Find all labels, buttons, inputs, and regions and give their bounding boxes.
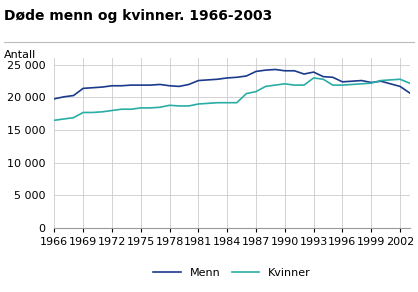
Menn	[196, 79, 201, 82]
Kvinner	[301, 83, 306, 87]
Menn	[301, 72, 306, 76]
Menn	[215, 77, 220, 81]
Menn	[110, 84, 115, 88]
Kvinner	[196, 102, 201, 106]
Menn	[234, 76, 239, 79]
Menn	[61, 95, 66, 99]
Menn	[148, 83, 153, 87]
Text: Døde menn og kvinner. 1966-2003: Døde menn og kvinner. 1966-2003	[4, 9, 273, 23]
Kvinner	[110, 109, 115, 112]
Menn	[282, 69, 287, 72]
Kvinner	[349, 83, 354, 86]
Menn	[206, 78, 211, 82]
Kvinner	[253, 90, 258, 93]
Menn	[244, 74, 249, 78]
Menn	[292, 69, 297, 72]
Menn	[388, 82, 393, 86]
Kvinner	[61, 117, 66, 121]
Menn	[263, 68, 268, 72]
Menn	[177, 85, 182, 88]
Menn	[340, 80, 345, 84]
Kvinner	[158, 105, 163, 109]
Line: Menn: Menn	[54, 69, 410, 99]
Kvinner	[273, 83, 278, 87]
Kvinner	[234, 101, 239, 105]
Kvinner	[215, 101, 220, 105]
Menn	[129, 83, 134, 87]
Kvinner	[407, 81, 412, 85]
Kvinner	[206, 102, 211, 105]
Kvinner	[81, 111, 86, 114]
Kvinner	[292, 83, 297, 87]
Kvinner	[186, 104, 191, 108]
Menn	[398, 85, 403, 88]
Kvinner	[119, 107, 124, 111]
Kvinner	[359, 82, 364, 86]
Kvinner	[398, 77, 403, 81]
Kvinner	[52, 119, 57, 122]
Kvinner	[138, 106, 143, 110]
Line: Kvinner: Kvinner	[54, 78, 410, 120]
Kvinner	[388, 78, 393, 82]
Menn	[359, 79, 364, 82]
Menn	[378, 79, 383, 83]
Menn	[225, 76, 230, 80]
Kvinner	[129, 107, 134, 111]
Kvinner	[378, 79, 383, 82]
Kvinner	[225, 101, 230, 105]
Menn	[321, 75, 326, 78]
Kvinner	[282, 82, 287, 86]
Legend: Menn, Kvinner: Menn, Kvinner	[148, 264, 316, 283]
Menn	[90, 86, 95, 89]
Menn	[273, 68, 278, 71]
Kvinner	[263, 85, 268, 88]
Menn	[119, 84, 124, 88]
Kvinner	[177, 104, 182, 108]
Kvinner	[340, 83, 345, 87]
Kvinner	[148, 106, 153, 110]
Kvinner	[100, 110, 105, 114]
Kvinner	[90, 111, 95, 114]
Kvinner	[71, 116, 76, 119]
Menn	[52, 97, 57, 100]
Menn	[100, 85, 105, 89]
Kvinner	[321, 77, 326, 81]
Text: Antall: Antall	[4, 50, 36, 60]
Menn	[81, 87, 86, 90]
Menn	[349, 79, 354, 83]
Menn	[407, 91, 412, 95]
Menn	[71, 94, 76, 97]
Menn	[158, 83, 163, 86]
Menn	[369, 81, 374, 84]
Menn	[311, 70, 316, 74]
Menn	[330, 76, 335, 79]
Kvinner	[244, 92, 249, 95]
Menn	[253, 70, 258, 73]
Kvinner	[167, 104, 172, 107]
Menn	[186, 83, 191, 86]
Menn	[138, 83, 143, 87]
Kvinner	[311, 76, 316, 80]
Kvinner	[330, 83, 335, 87]
Kvinner	[369, 81, 374, 85]
Menn	[167, 84, 172, 88]
